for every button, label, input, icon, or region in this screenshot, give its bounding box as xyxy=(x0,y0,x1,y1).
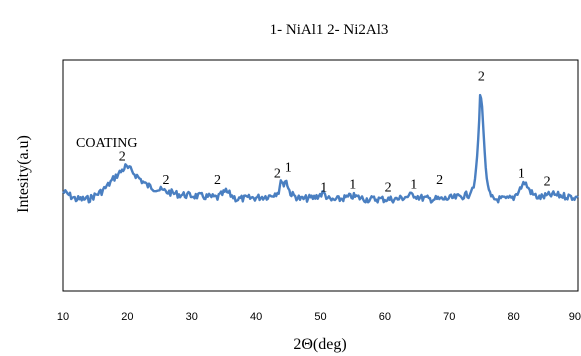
y-axis-label: Intesity(a.u) xyxy=(15,135,32,213)
x-tick-label: 20 xyxy=(121,311,133,323)
peak-label: 1 xyxy=(518,167,525,182)
xrd-series-line xyxy=(62,93,579,204)
x-tick-label: 10 xyxy=(57,311,69,323)
x-tick-label: 90 xyxy=(569,311,581,323)
peak-label: 1 xyxy=(410,177,417,192)
x-tick-labels: 10 20 30 40 50 60 70 80 90 xyxy=(57,311,581,323)
peak-label: 2 xyxy=(274,167,281,182)
x-tick-label: 70 xyxy=(443,311,455,323)
peak-label: 1 xyxy=(320,181,327,196)
peak-label: 1 xyxy=(285,161,292,176)
peak-label: 2 xyxy=(163,173,170,188)
peak-label: 2 xyxy=(214,173,221,188)
x-tick-label: 40 xyxy=(250,311,262,323)
peak-label: 2 xyxy=(478,70,485,85)
chart-title: 1- NiAl1 2- Ni2Al3 xyxy=(270,22,389,38)
peak-label: 1 xyxy=(349,177,356,192)
coating-annotation: COATING xyxy=(76,136,137,151)
x-axis-label: 2Θ(deg) xyxy=(293,336,346,353)
plot-frame xyxy=(62,59,579,292)
x-tick-label: 60 xyxy=(379,311,391,323)
series-layer xyxy=(62,93,579,204)
peak-label: 2 xyxy=(385,181,392,196)
x-tick-label: 30 xyxy=(186,311,198,323)
peak-label: 2 xyxy=(119,150,126,165)
x-tick-label: 80 xyxy=(507,311,519,323)
x-tick-label: 50 xyxy=(314,311,326,323)
peak-label: 2 xyxy=(544,174,551,189)
peak-label: 2 xyxy=(436,173,443,188)
